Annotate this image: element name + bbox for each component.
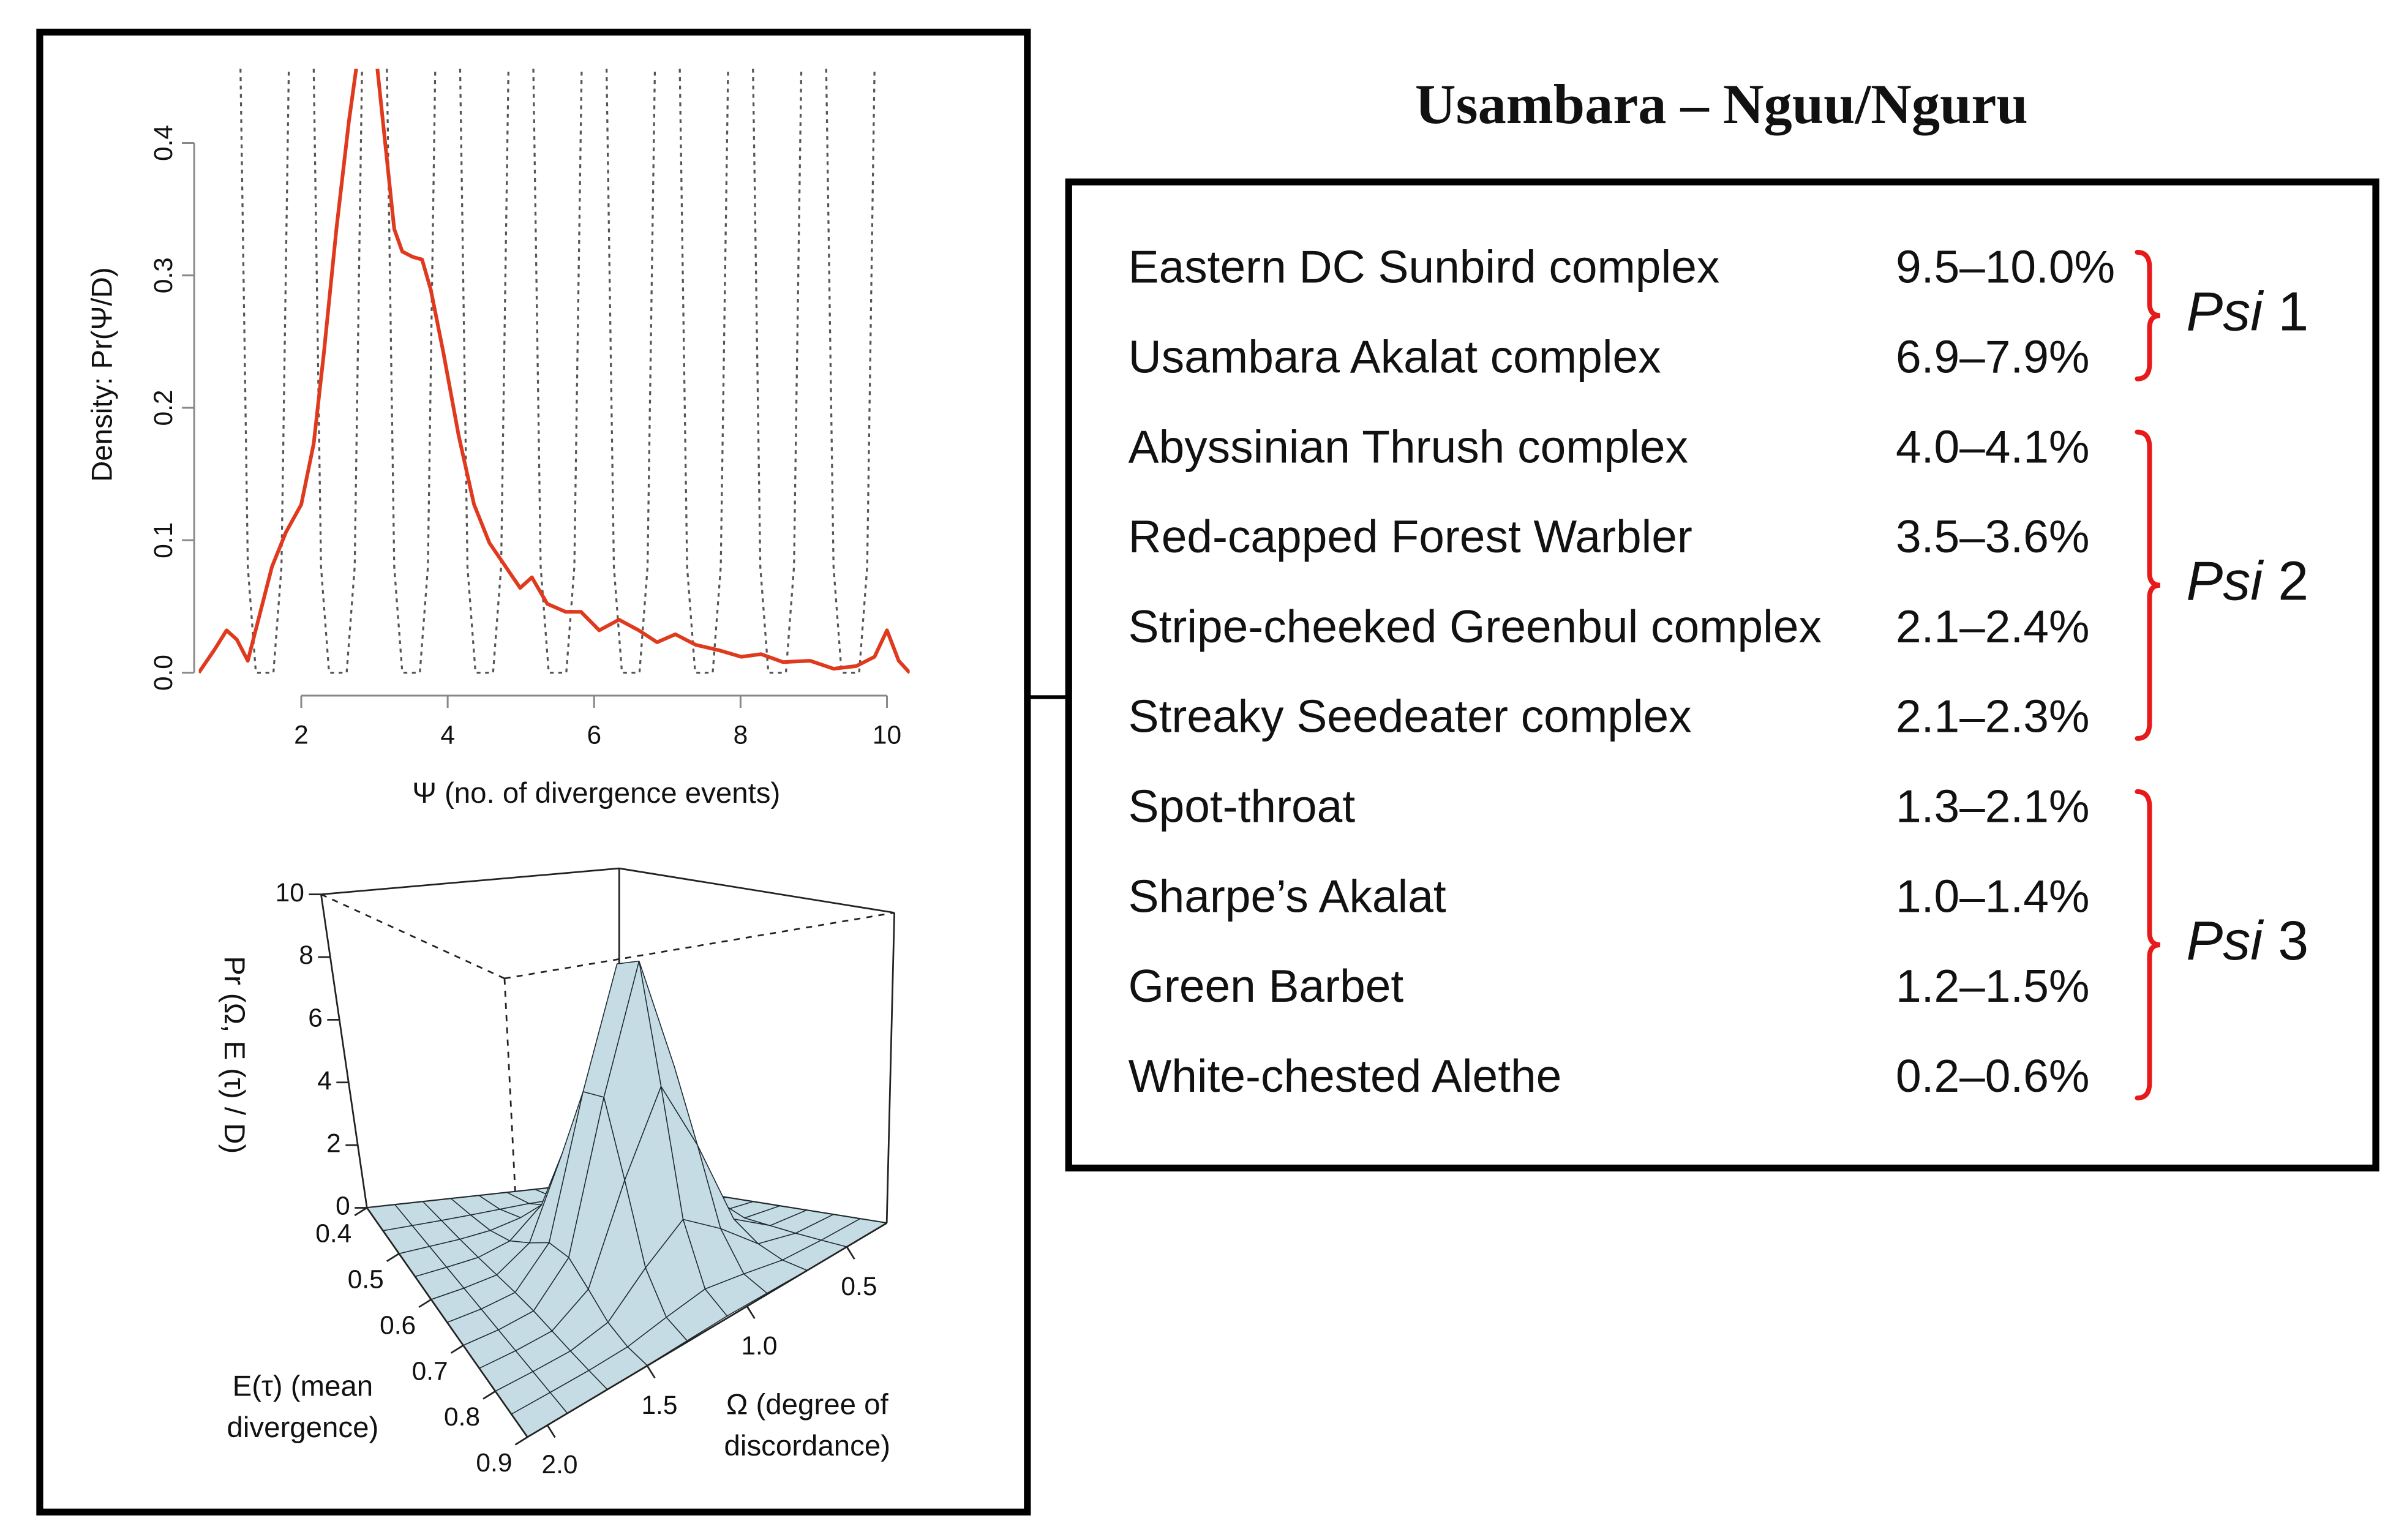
x-tick [514, 1436, 528, 1446]
divergence-range: 2.1–2.4% [1896, 601, 2089, 652]
table-frame [1065, 178, 2379, 1172]
z-axis-label: Pr (Ω, E (τ) / D) [218, 956, 250, 1154]
z-tick-label: 2 [326, 1129, 341, 1157]
y-tick [646, 1365, 656, 1379]
species-name: Red-capped Forest Warbler [1129, 511, 1692, 562]
x-tick-label: 10 [873, 721, 901, 749]
group-label-name: Psi [2186, 281, 2264, 342]
density-line [198, 69, 910, 674]
z-tick-label: 6 [308, 1004, 323, 1032]
y-tick-label: 0.0 [149, 655, 178, 691]
species-name: Spot-throat [1129, 781, 1356, 832]
x-tick [386, 1253, 400, 1263]
y-tick-label: 1.0 [741, 1331, 777, 1360]
divergence-range: 3.5–3.6% [1896, 511, 2089, 562]
species-name: Sharpe’s Akalat [1129, 870, 1446, 922]
species-name: Streaky Seedeater complex [1129, 691, 1692, 742]
x-tick-label: 6 [587, 721, 601, 749]
y-axis-label: Density: Pr(Ψ/D) [86, 267, 118, 482]
box-edge [366, 1207, 528, 1438]
group-brace [2135, 249, 2161, 381]
group-label: Psi 1 [2186, 281, 2308, 342]
divergence-range: 6.9–7.9% [1896, 331, 2089, 383]
species-name: White-chested Alethe [1129, 1050, 1562, 1102]
divergence-range: 1.2–1.5% [1896, 960, 2089, 1012]
x-tick-label: 0.9 [476, 1448, 512, 1477]
x-tick [450, 1344, 464, 1354]
x-axis-label: divergence) [227, 1411, 378, 1444]
x-tick-label: 2 [294, 721, 309, 749]
x-tick-label: 8 [734, 721, 748, 749]
y-axis-label: discordance) [724, 1430, 891, 1462]
y-tick-label: 0.4 [149, 125, 178, 161]
x-tick-label: 0.8 [444, 1402, 480, 1431]
box-edge [320, 894, 368, 1208]
species-name: Stripe-cheeked Greenbul complex [1129, 601, 1822, 652]
z-tick-label: 10 [276, 878, 304, 907]
species-name: Green Barbet [1129, 960, 1404, 1012]
x-tick-label: 0.4 [315, 1219, 351, 1248]
y-tick-label: 0.5 [841, 1272, 877, 1301]
species-name: Eastern DC Sunbird complex [1129, 241, 1720, 293]
y-tick-label: 0.3 [149, 257, 178, 293]
x-tick [418, 1299, 432, 1308]
y-axis-label: Ω (degree of [726, 1389, 889, 1421]
y-tick [846, 1246, 855, 1260]
x-tick-label: 0.6 [380, 1310, 416, 1339]
x-tick-label: 0.7 [412, 1356, 448, 1385]
x-axis-label: E(τ) (mean [233, 1370, 374, 1403]
divergence-range: 0.2–0.6% [1896, 1050, 2089, 1102]
group-brace [2135, 429, 2161, 741]
group-label: Psi 2 [2186, 551, 2308, 612]
table-title: Usambara – Nguu/Nguru [1415, 73, 2028, 135]
group-label-name: Psi [2186, 551, 2264, 612]
z-tick-label: 0 [336, 1192, 350, 1220]
z-tick-label: 8 [299, 941, 314, 969]
y-tick [546, 1424, 556, 1438]
box-edge [885, 912, 896, 1223]
x-axis-label: Ψ (no. of divergence events) [412, 777, 780, 809]
density-line [239, 69, 876, 674]
species-name: Abyssinian Thrush complex [1129, 421, 1688, 472]
y-tick-label: 0.1 [149, 522, 178, 558]
y-tick-label: 0.2 [149, 390, 178, 426]
y-tick [746, 1305, 756, 1320]
x-tick-label: 0.5 [348, 1265, 384, 1294]
x-tick [483, 1390, 496, 1400]
y-tick-label: 1.5 [641, 1391, 677, 1419]
box-edge [504, 912, 895, 980]
box-edge [321, 867, 620, 895]
box-edge [618, 867, 895, 914]
group-label-number: 3 [2278, 911, 2308, 972]
z-tick-label: 4 [317, 1066, 332, 1095]
group-label-number: 1 [2278, 281, 2308, 342]
group-brace [2135, 789, 2161, 1101]
divergence-range: 1.0–1.4% [1896, 870, 2089, 922]
group-label-number: 2 [2278, 551, 2308, 612]
x-tick [354, 1207, 367, 1217]
divergence-range: 2.1–2.3% [1896, 691, 2089, 742]
divergence-range: 1.3–2.1% [1896, 781, 2089, 832]
group-label-name: Psi [2186, 911, 2264, 972]
group-label: Psi 3 [2186, 911, 2308, 972]
divergence-range: 4.0–4.1% [1896, 421, 2089, 472]
x-tick-label: 4 [440, 721, 455, 749]
box-edge [320, 893, 505, 980]
box-edge [527, 1222, 887, 1438]
species-name: Usambara Akalat complex [1129, 331, 1661, 383]
divergence-range: 9.5–10.0% [1896, 241, 2115, 293]
left-panel-frame [36, 28, 1031, 1516]
y-tick-label: 2.0 [541, 1450, 577, 1479]
